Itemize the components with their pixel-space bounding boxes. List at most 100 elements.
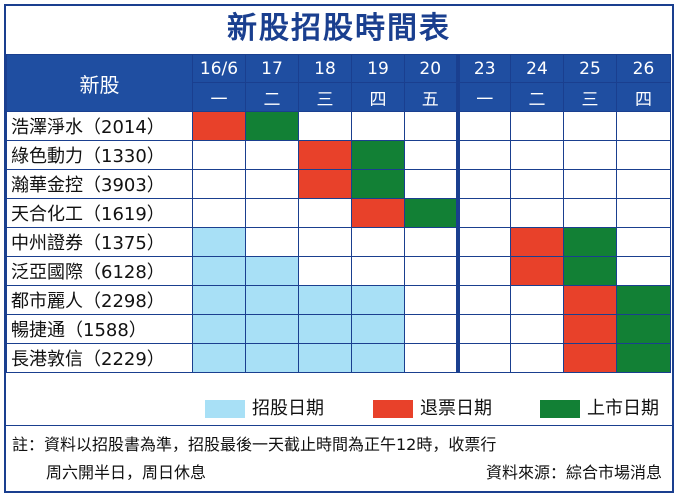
schedule-cell-empty — [245, 198, 299, 228]
schedule-cell-refund — [563, 343, 617, 373]
footer-divider — [6, 425, 672, 426]
date-header: 23 — [455, 54, 511, 83]
weekday-header: 四 — [351, 82, 405, 112]
schedule-cell-refund — [298, 140, 352, 170]
schedule-cell-empty — [298, 198, 352, 228]
legend-label-listing: 上市日期 — [587, 398, 659, 419]
schedule-cell-empty — [298, 256, 352, 286]
schedule-cell-empty — [298, 111, 352, 141]
stock-name: 綠色動力（1330） — [6, 140, 193, 170]
schedule-cell-empty — [192, 198, 246, 228]
schedule-cell-listing — [616, 285, 671, 315]
schedule-cell-subscription — [351, 314, 405, 344]
schedule-cell-subscription — [245, 314, 299, 344]
table-row: 綠色動力（1330） — [6, 140, 671, 170]
schedule-cell-listing — [563, 256, 617, 286]
schedule-cell-empty — [351, 111, 405, 141]
schedule-cell-subscription — [298, 314, 352, 344]
schedule-cell-empty — [510, 343, 564, 373]
schedule-cell-empty — [616, 140, 671, 170]
schedule-cell-empty — [616, 169, 671, 199]
schedule-cell-empty — [510, 314, 564, 344]
schedule-cell-empty — [455, 227, 511, 257]
schedule-cell-listing — [245, 111, 299, 141]
weekday-header: 三 — [298, 82, 352, 112]
schedule-body: 浩澤淨水（2014） 綠色動力（1330） 瀚華金控（3903） 天合化工（1619）… — [6, 111, 671, 373]
stock-name: 瀚華金控（3903） — [6, 169, 193, 199]
weekday-header: 二 — [245, 82, 299, 112]
stock-name: 暢捷通（1588） — [6, 314, 193, 344]
schedule-cell-empty — [404, 111, 458, 141]
date-header-row: 新股 16/6 17 18 19 20 23 24 25 26 — [6, 54, 671, 112]
schedule-cell-empty — [455, 169, 511, 199]
schedule-cell-empty — [404, 169, 458, 199]
table-row: 長港敦信（2229） — [6, 343, 671, 373]
stock-name: 浩澤淨水（2014） — [6, 111, 193, 141]
legend-swatch-refund — [373, 400, 413, 418]
schedule-cell-empty — [245, 169, 299, 199]
schedule-cell-empty — [455, 314, 511, 344]
schedule-cell-empty — [404, 140, 458, 170]
date-header: 20 — [404, 54, 458, 83]
schedule-cell-subscription — [192, 314, 246, 344]
table-row: 浩澤淨水（2014） — [6, 111, 671, 141]
date-header: 18 — [298, 54, 352, 83]
schedule-cell-empty — [510, 111, 564, 141]
schedule-cell-empty — [563, 198, 617, 228]
schedule-cell-empty — [404, 314, 458, 344]
footnote-line-2: 周六開半日，周日休息 — [46, 463, 207, 482]
schedule-cell-empty — [404, 227, 458, 257]
date-header: 19 — [351, 54, 405, 83]
schedule-cell-empty — [563, 111, 617, 141]
table-row: 中州證券（1375） — [6, 227, 671, 257]
stock-name: 天合化工（1619） — [6, 198, 193, 228]
schedule-cell-empty — [510, 169, 564, 199]
schedule-cell-empty — [616, 256, 671, 286]
date-header: 25 — [563, 54, 617, 83]
schedule-cell-empty — [192, 140, 246, 170]
schedule-cell-subscription — [351, 343, 405, 373]
date-header: 26 — [616, 54, 671, 83]
date-header: 16/6 — [192, 54, 246, 83]
schedule-cell-empty — [455, 343, 511, 373]
schedule-cell-empty — [455, 256, 511, 286]
schedule-cell-empty — [245, 140, 299, 170]
legend-swatch-subscription — [205, 400, 245, 418]
schedule-cell-listing — [404, 198, 458, 228]
weekday-header: 三 — [563, 82, 617, 112]
schedule-cell-empty — [455, 198, 511, 228]
schedule-cell-empty — [298, 227, 352, 257]
weekday-header: 一 — [455, 82, 511, 112]
schedule-cell-refund — [192, 111, 246, 141]
schedule-cell-refund — [563, 285, 617, 315]
schedule-cell-empty — [404, 285, 458, 315]
schedule-cell-listing — [351, 140, 405, 170]
table-row: 都市麗人（2298） — [6, 285, 671, 315]
schedule-cell-empty — [510, 140, 564, 170]
table-row: 泛亞國際（6128） — [6, 256, 671, 286]
weekday-header: 四 — [616, 82, 671, 112]
table-row: 天合化工（1619） — [6, 198, 671, 228]
schedule-cell-empty — [563, 140, 617, 170]
schedule-cell-empty — [563, 169, 617, 199]
legend-label-refund: 退票日期 — [420, 398, 492, 419]
schedule-cell-subscription — [245, 285, 299, 315]
source-note: 資料來源：綜合市場消息 — [485, 463, 662, 482]
schedule-cell-empty — [404, 343, 458, 373]
schedule-cell-empty — [510, 285, 564, 315]
schedule-cell-subscription — [245, 256, 299, 286]
weekday-header: 二 — [510, 82, 564, 112]
schedule-cell-empty — [616, 227, 671, 257]
stock-name: 中州證券（1375） — [6, 227, 193, 257]
schedule-cell-empty — [351, 256, 405, 286]
legend: 招股日期 退票日期 上市日期 — [0, 398, 680, 422]
schedule-cell-empty — [404, 256, 458, 286]
stock-name: 泛亞國際（6128） — [6, 256, 193, 286]
stock-name: 長港敦信（2229） — [6, 343, 193, 373]
legend-label-subscription: 招股日期 — [252, 398, 324, 419]
date-header: 24 — [510, 54, 564, 83]
date-header: 17 — [245, 54, 299, 83]
table-row: 暢捷通（1588） — [6, 314, 671, 344]
schedule-cell-subscription — [192, 227, 246, 257]
schedule-cell-listing — [563, 227, 617, 257]
